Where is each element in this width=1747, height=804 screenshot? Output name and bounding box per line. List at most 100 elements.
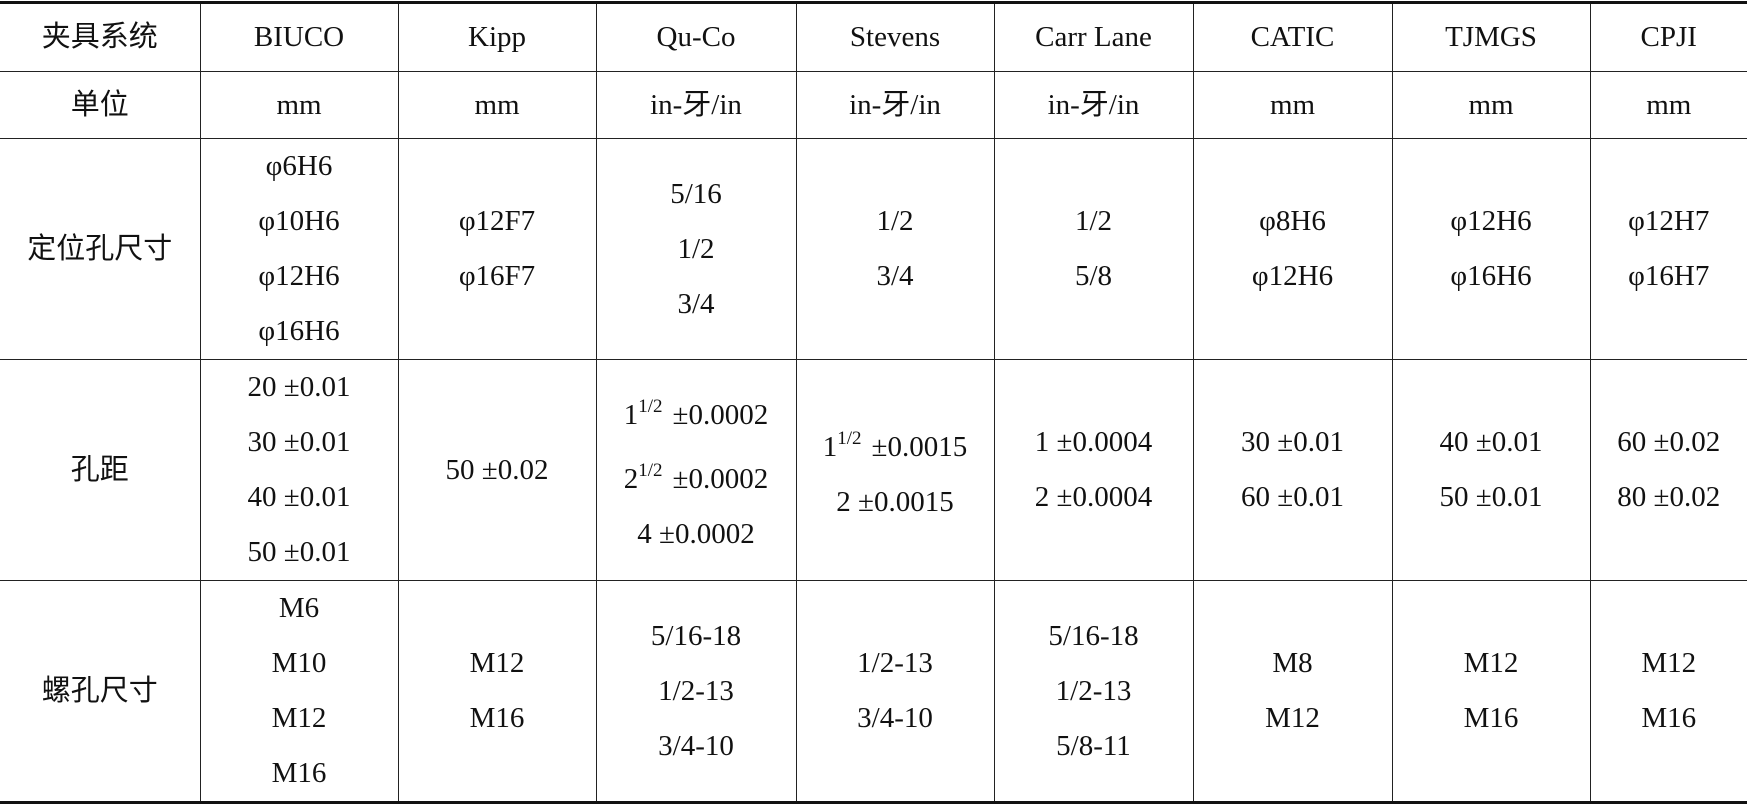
cell-line: φ8H6: [1194, 194, 1392, 249]
cell-line: in-牙/in: [995, 78, 1193, 133]
cell-line: 5/16-18: [597, 609, 796, 664]
header-cell: Stevens: [796, 3, 994, 72]
cell: in-牙/in: [796, 72, 994, 139]
cell-line: 单位: [0, 78, 200, 133]
cell-line: in-牙/in: [797, 78, 994, 133]
cell-line: M12: [1194, 691, 1392, 746]
cell-line: 11/2±0.0015: [797, 411, 994, 475]
cell-line: 40 ±0.01: [1393, 415, 1590, 470]
cell-line: 60 ±0.01: [1194, 470, 1392, 525]
cell-line: φ6H6: [201, 139, 398, 194]
cell-line: 1/2: [995, 194, 1193, 249]
cell-line: 1/2-13: [995, 664, 1193, 719]
cell-line: 50 ±0.01: [201, 525, 398, 580]
cell-line: φ12F7: [399, 194, 596, 249]
cell: 50 ±0.02: [398, 360, 596, 581]
cell-line: φ16F7: [399, 249, 596, 304]
cell: mm: [1193, 72, 1392, 139]
cell-line: BIUCO: [201, 10, 398, 65]
cell: mm: [200, 72, 398, 139]
cell-line: M16: [399, 691, 596, 746]
cell-line: 50 ±0.01: [1393, 470, 1590, 525]
cell-line: 60 ±0.02: [1591, 415, 1747, 470]
cell-line: Carr Lane: [995, 10, 1193, 65]
cell-line: φ12H6: [1393, 194, 1590, 249]
cell-line: 1/2: [597, 222, 796, 277]
cell-line: CPJI: [1591, 10, 1747, 65]
cell-line: mm: [399, 78, 596, 133]
cell-line: Qu-Co: [597, 10, 796, 65]
whole-number: 1: [823, 431, 838, 463]
cell-line: 5/8: [995, 249, 1193, 304]
cell: mm: [398, 72, 596, 139]
cell-line: 21/2±0.0002: [597, 443, 796, 507]
cell-line: 5/8-11: [995, 719, 1193, 774]
cell-line: 定位孔尺寸: [0, 222, 200, 277]
header-cell: Kipp: [398, 3, 596, 72]
cell-line: φ16H6: [201, 304, 398, 359]
cell-line: 1 ±0.0004: [995, 415, 1193, 470]
cell-line: 螺孔尺寸: [0, 664, 200, 719]
cell-line: φ10H6: [201, 194, 398, 249]
cell: 单位: [0, 72, 200, 139]
cell-line: TJMGS: [1393, 10, 1590, 65]
tolerance: ±0.0002: [673, 399, 769, 431]
cell: 定位孔尺寸: [0, 139, 200, 360]
header-cell: Qu-Co: [596, 3, 796, 72]
cell-line: CATIC: [1194, 10, 1392, 65]
cell-line: mm: [1591, 78, 1747, 133]
cell-line: Stevens: [797, 10, 994, 65]
header-cell: 夹具系统: [0, 3, 200, 72]
cell-line: M16: [1393, 691, 1590, 746]
cell-line: M12: [201, 691, 398, 746]
cell-line: M16: [1591, 691, 1747, 746]
cell-line: Kipp: [399, 10, 596, 65]
header-cell: Carr Lane: [994, 3, 1193, 72]
cell-line: M8: [1194, 636, 1392, 691]
cell-line: 11/2±0.0002: [597, 379, 796, 443]
cell-line: φ12H6: [201, 249, 398, 304]
cell-line: 40 ±0.01: [201, 470, 398, 525]
cell-line: 30 ±0.01: [1194, 415, 1392, 470]
tolerance: ±0.0015: [872, 431, 968, 463]
cell-line: φ16H6: [1393, 249, 1590, 304]
cell-line: mm: [201, 78, 398, 133]
cell-line: M10: [201, 636, 398, 691]
whole-number: 2: [624, 463, 639, 495]
cell: mm: [1392, 72, 1590, 139]
cell-line: 夹具系统: [0, 10, 200, 65]
cell-line: 4 ±0.0002: [597, 507, 796, 562]
cell-line: M12: [1591, 636, 1747, 691]
cell-line: 3/4: [597, 277, 796, 332]
cell-line: 5/16-18: [995, 609, 1193, 664]
header-cell: CPJI: [1590, 3, 1747, 72]
cell: in-牙/in: [994, 72, 1193, 139]
cell-line: 2 ±0.0004: [995, 470, 1193, 525]
cell-line: 50 ±0.02: [399, 443, 596, 498]
cell-line: 30 ±0.01: [201, 415, 398, 470]
cell-line: 1/2-13: [597, 664, 796, 719]
cell-line: M12: [399, 636, 596, 691]
cell-line: 80 ±0.02: [1591, 470, 1747, 525]
cell-line: φ12H6: [1194, 249, 1392, 304]
cell: mm: [1590, 72, 1747, 139]
